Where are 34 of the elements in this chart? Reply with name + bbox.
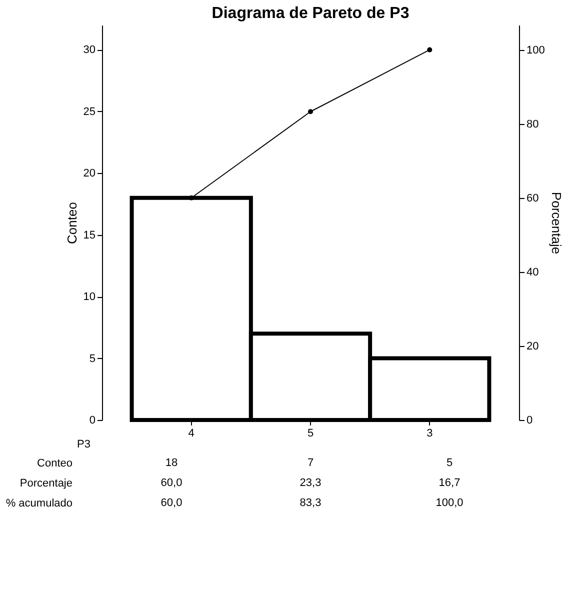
y-tick-label: 20 bbox=[83, 168, 96, 180]
text: Conteo bbox=[37, 458, 72, 470]
y-tick-label: 0 bbox=[89, 414, 96, 426]
y2-tick-label: 0 bbox=[526, 414, 533, 426]
y-tick-label: 25 bbox=[83, 106, 96, 118]
data-label: 18 bbox=[165, 457, 178, 469]
data-label: 60,0 bbox=[160, 497, 182, 509]
y-tick-label: 5 bbox=[89, 352, 96, 365]
data-label: 5 bbox=[446, 457, 453, 469]
data-label: 100,0 bbox=[436, 497, 464, 509]
point bbox=[308, 109, 313, 114]
y-tick-label: 15 bbox=[83, 229, 96, 242]
y-axis-title: Conteo bbox=[64, 202, 80, 244]
text: 60,0 bbox=[160, 477, 182, 489]
data-label: 83,3 bbox=[300, 497, 322, 509]
y2-axis-title: Porcentaje bbox=[548, 192, 564, 254]
y-tick-label: 30 bbox=[83, 44, 96, 56]
text: Porcentaje bbox=[20, 478, 72, 490]
data-label: 7 bbox=[307, 457, 314, 469]
x-tick-label: 5 bbox=[307, 428, 314, 440]
y2-tick-label: 100 bbox=[526, 44, 545, 56]
text: % acumulado bbox=[6, 498, 72, 510]
x-tick-label: 4 bbox=[188, 428, 194, 440]
x-tick-label: 3 bbox=[426, 428, 433, 440]
chart-title: Diagrama de Pareto de P3 bbox=[212, 5, 410, 22]
y2-tick-label: 60 bbox=[526, 192, 539, 204]
point bbox=[427, 47, 432, 52]
x-axis-title: P3 bbox=[77, 438, 90, 450]
text: 16,7 bbox=[438, 477, 460, 489]
y2-tick-label: 20 bbox=[526, 340, 539, 352]
y-tick-label: 10 bbox=[83, 291, 96, 304]
y2-tick-label: 80 bbox=[526, 118, 539, 130]
text: 23,3 bbox=[300, 477, 322, 489]
y2-tick-label: 40 bbox=[526, 266, 539, 278]
